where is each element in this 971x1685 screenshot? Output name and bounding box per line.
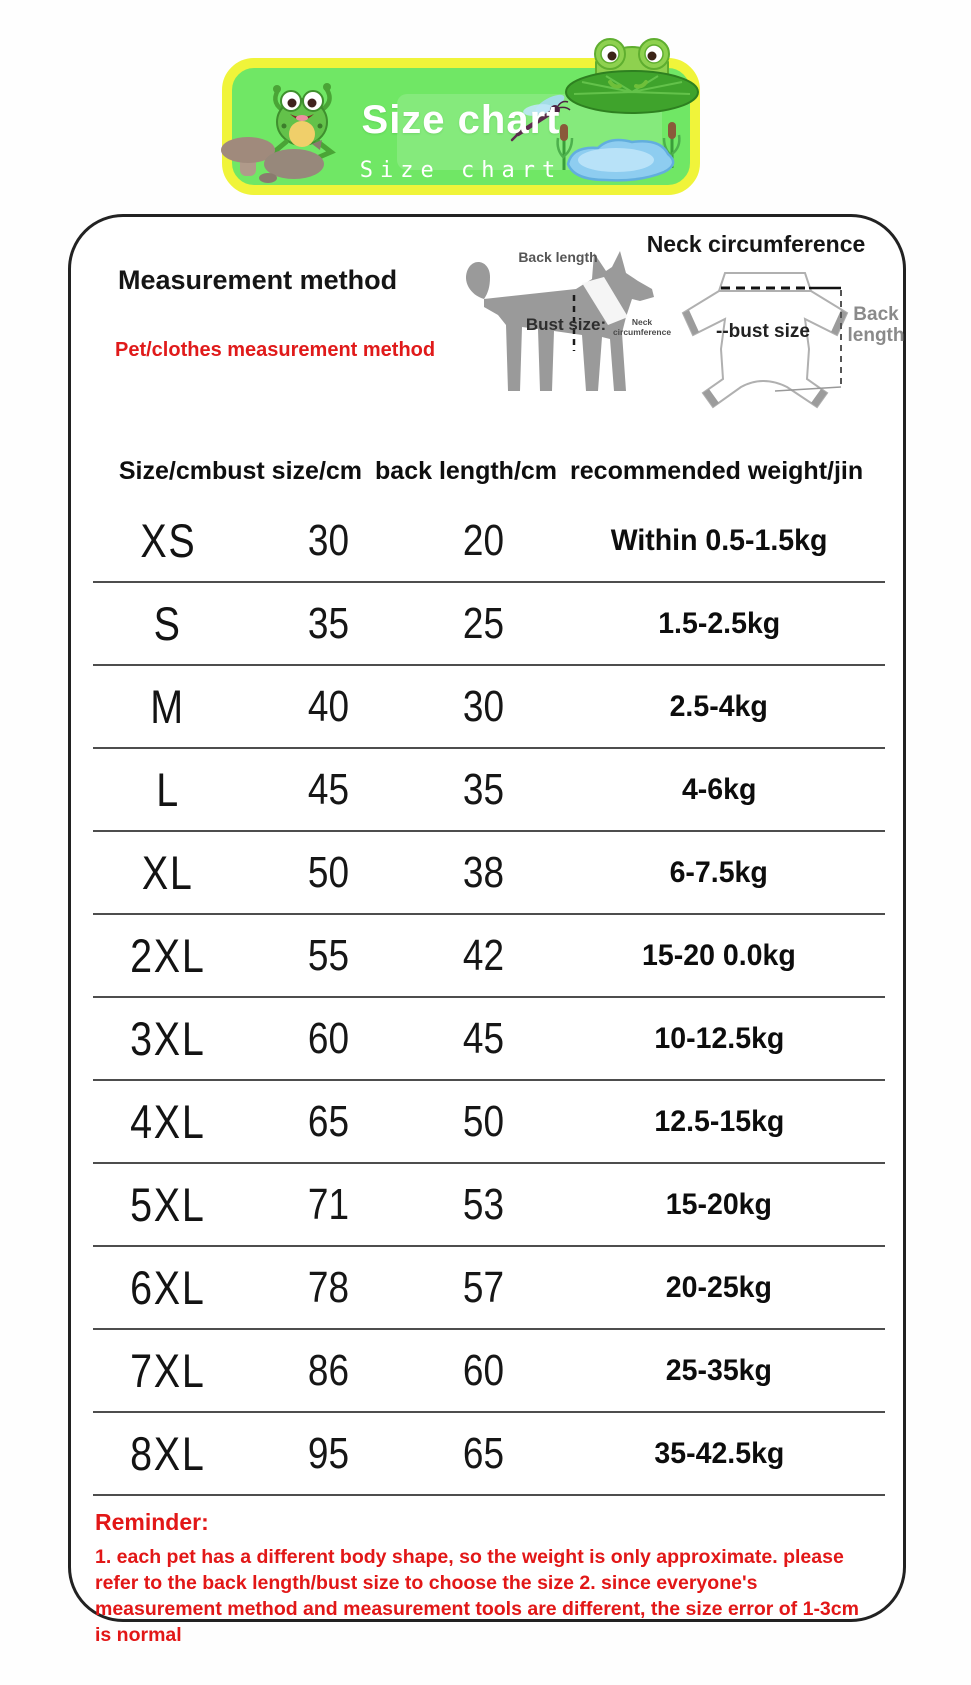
size-cell: 6XL xyxy=(130,1261,206,1314)
size-cell: 8XL xyxy=(130,1427,206,1480)
weight-cell: 6-7.5kg xyxy=(669,855,769,889)
dog-measurement-diagram xyxy=(465,251,654,391)
back-length-cell: 35 xyxy=(462,764,504,814)
back-length-cell: 65 xyxy=(462,1428,504,1478)
weight-cell: 20-25kg xyxy=(665,1270,773,1304)
weight-cell: 15-20 0.0kg xyxy=(642,938,796,972)
dog-bust-size-label: Bust size: xyxy=(525,315,607,334)
size-cell: XL xyxy=(142,846,194,899)
bust-size-cell: 50 xyxy=(307,847,349,897)
size-cell: 4XL xyxy=(130,1095,206,1148)
back-length-cell: 57 xyxy=(462,1262,504,1312)
bust-size-cell: 95 xyxy=(307,1428,349,1478)
banner-title: Size chart xyxy=(361,98,561,142)
table-row: 2XL 55 42 15-20 0.0kg xyxy=(93,915,885,998)
back-length-cell: 45 xyxy=(462,1013,504,1063)
measurement-method-heading: Measurement method xyxy=(118,265,398,295)
weight-cell: 35-42.5kg xyxy=(654,1436,784,1470)
header-back-length: back length/cm xyxy=(375,457,558,485)
table-row: 5XL 71 53 15-20kg xyxy=(93,1164,885,1247)
table-row: 7XL 86 60 25-35kg xyxy=(93,1330,885,1413)
size-table: XS 30 20 Within 0.5-1.5kg S 35 25 1.5-2.… xyxy=(93,500,885,1496)
bust-size-cell: 40 xyxy=(307,681,349,731)
dog-neck-circumference-label: Neck circumference xyxy=(612,317,672,338)
table-row: XL 50 38 6-7.5kg xyxy=(93,832,885,915)
weight-cell: 12.5-15kg xyxy=(654,1104,784,1138)
table-row: 4XL 65 50 12.5-15kg xyxy=(93,1081,885,1164)
bust-size-cell: 60 xyxy=(307,1013,349,1063)
frog-lilypad-icon xyxy=(565,38,699,114)
bust-size-cell: 71 xyxy=(307,1179,349,1229)
bust-size-cell: 78 xyxy=(307,1262,349,1312)
size-cell: 5XL xyxy=(130,1178,206,1231)
reminder-body: 1. each pet has a different body shape, … xyxy=(95,1546,859,1646)
table-row: S 35 25 1.5-2.5kg xyxy=(93,583,885,666)
table-row: L 45 35 4-6kg xyxy=(93,749,885,832)
table-row: M 40 30 2.5-4kg xyxy=(93,666,885,749)
size-cell: S xyxy=(153,597,183,650)
header-recommended-weight: recommended weight/jin xyxy=(570,457,864,485)
pond-icon xyxy=(556,122,681,182)
pet-clothes-measurement-subheading: Pet/clothes measurement method xyxy=(115,339,436,361)
back-length-cell: 53 xyxy=(462,1179,504,1229)
back-length-cell: 30 xyxy=(462,681,504,731)
reminder-heading: Reminder: xyxy=(95,1509,209,1535)
header-bust-size: bust size/cm xyxy=(211,457,363,485)
bust-size-cell: 30 xyxy=(307,515,349,565)
banner-subtitle: Size chart xyxy=(359,158,563,183)
weight-cell: 10-12.5kg xyxy=(654,1021,784,1055)
size-cell: 7XL xyxy=(130,1344,206,1397)
bust-size-cell: 65 xyxy=(307,1096,349,1146)
dog-back-length-label: Back length xyxy=(518,249,598,265)
garment-measurement-diagram xyxy=(681,272,849,409)
weight-cell: 25-35kg xyxy=(665,1353,773,1387)
bust-size-cell: 45 xyxy=(307,764,349,814)
header-size: Size/cm xyxy=(118,457,212,485)
bust-size-cell: 55 xyxy=(307,930,349,980)
weight-cell: 2.5-4kg xyxy=(669,689,769,723)
table-row: 6XL 78 57 20-25kg xyxy=(93,1247,885,1330)
dragonfly-icon xyxy=(510,94,571,142)
size-cell: L xyxy=(156,763,180,816)
weight-cell: 15-20kg xyxy=(665,1187,773,1221)
bust-size-cell: 86 xyxy=(307,1345,349,1395)
weight-cell: 1.5-2.5kg xyxy=(657,606,780,640)
garment-back-length-label: Back length xyxy=(847,304,905,346)
weight-cell: Within 0.5-1.5kg xyxy=(610,523,828,557)
size-cell: 2XL xyxy=(130,929,206,982)
table-row: 8XL 95 65 35-42.5kg xyxy=(93,1413,885,1496)
size-chart-panel: Measurement method Pet/clothes measureme… xyxy=(68,214,906,1646)
table-row: XS 30 20 Within 0.5-1.5kg xyxy=(93,500,885,583)
size-cell: 3XL xyxy=(130,1012,206,1065)
size-table-header: Size/cmbust size/cm back length/cm recomme… xyxy=(91,457,891,486)
size-cell: M xyxy=(150,680,186,733)
back-length-cell: 42 xyxy=(462,930,504,980)
back-length-cell: 20 xyxy=(462,515,504,565)
bust-size-cell: 35 xyxy=(307,598,349,648)
weight-cell: 4-6kg xyxy=(681,772,757,806)
size-chart-banner: Size chart Size chart xyxy=(221,38,700,195)
garment-neck-circumference-heading: Neck circumference xyxy=(646,231,866,257)
back-length-cell: 60 xyxy=(462,1345,504,1395)
garment-bust-size-label: --bust size xyxy=(716,321,810,342)
size-cell: XS xyxy=(139,514,197,567)
table-row: 3XL 60 45 10-12.5kg xyxy=(93,998,885,1081)
back-length-cell: 50 xyxy=(462,1096,504,1146)
back-length-cell: 25 xyxy=(462,598,504,648)
back-length-cell: 38 xyxy=(462,847,504,897)
rocks-icon xyxy=(221,137,324,183)
